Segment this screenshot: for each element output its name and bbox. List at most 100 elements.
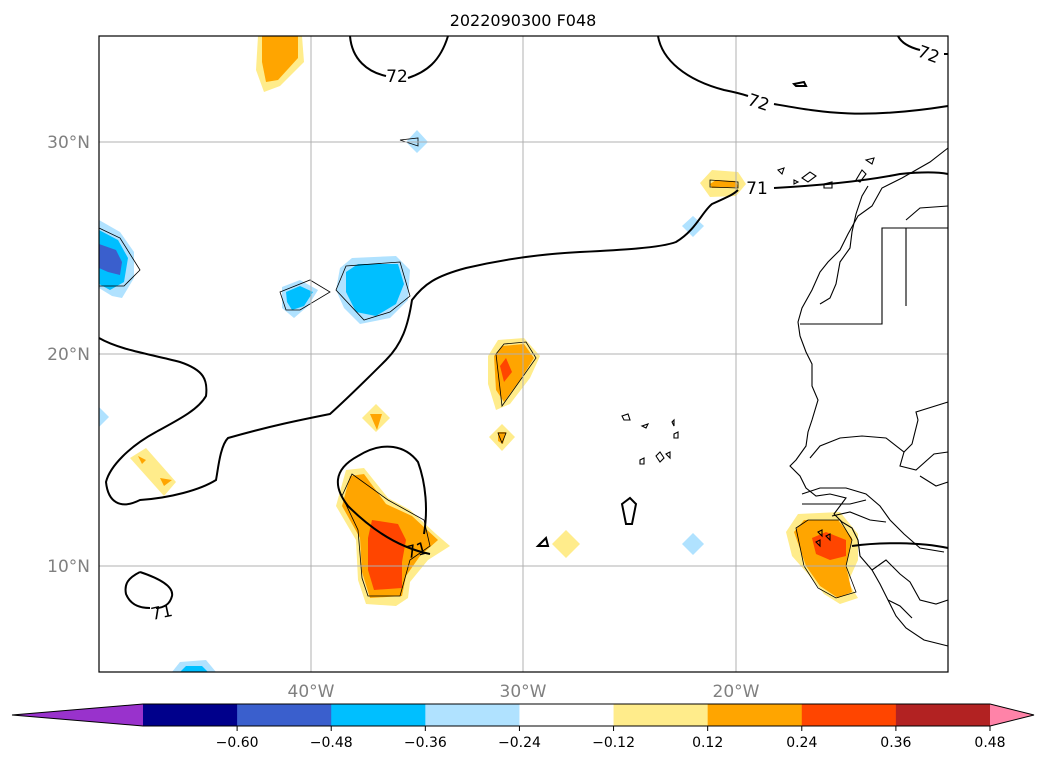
colorbar-segment bbox=[143, 704, 238, 726]
colorbar-segment bbox=[237, 704, 332, 726]
colorbar-tick-label: −0.12 bbox=[592, 735, 635, 751]
boundary-line bbox=[497, 432, 507, 445]
colorbar-tick-label: 0.12 bbox=[692, 735, 723, 751]
island-outline bbox=[776, 167, 785, 176]
contour-label: 71 bbox=[149, 601, 174, 625]
boundary-line bbox=[709, 179, 739, 189]
boundary-line bbox=[495, 341, 537, 408]
colorbar-tick-label: 0.36 bbox=[880, 735, 911, 751]
island-outline bbox=[671, 418, 675, 427]
colorbar-segment bbox=[895, 704, 991, 726]
shading-boundaries bbox=[98, 137, 857, 599]
positive-anomaly-area bbox=[138, 456, 146, 464]
boundary-line bbox=[279, 279, 331, 311]
border-line bbox=[809, 419, 919, 459]
map-panel: 72 72 72 71 71 71 bbox=[98, 35, 949, 673]
shaded-anomalies bbox=[99, 36, 858, 672]
boundary-line bbox=[335, 261, 411, 321]
negative-anomaly-area bbox=[180, 666, 208, 672]
island-outline bbox=[673, 431, 679, 439]
boundary-line bbox=[98, 227, 141, 287]
positive-anomaly-area bbox=[262, 36, 298, 82]
coastlines bbox=[621, 147, 949, 647]
island-outline bbox=[855, 169, 867, 183]
colorbar-segment bbox=[519, 704, 615, 726]
island-outline bbox=[864, 157, 875, 165]
positive-anomaly-area bbox=[552, 530, 580, 558]
border-line bbox=[871, 559, 949, 605]
map-frame bbox=[98, 35, 949, 673]
island-outline bbox=[639, 457, 645, 465]
contour-71 bbox=[336, 445, 431, 555]
contour-72 bbox=[349, 35, 449, 79]
border-line bbox=[919, 475, 949, 487]
positive-anomaly-area bbox=[710, 180, 738, 188]
border-line bbox=[831, 511, 887, 523]
lat-label: 20°N bbox=[47, 345, 90, 365]
height-contours bbox=[98, 35, 949, 609]
island-outline bbox=[665, 451, 671, 460]
boundary-line bbox=[795, 519, 857, 599]
negative-anomaly-area bbox=[286, 286, 313, 310]
map-title: 2022090300 F048 bbox=[450, 11, 597, 30]
colorbar-tick-label: −0.24 bbox=[498, 735, 541, 751]
island-outline bbox=[640, 423, 650, 429]
border-line bbox=[800, 227, 948, 325]
border-line bbox=[899, 451, 949, 471]
colorbar-segment bbox=[425, 704, 520, 726]
positive-anomaly-area bbox=[160, 478, 172, 486]
island-outline bbox=[823, 181, 833, 189]
positive-anomaly-area bbox=[500, 358, 512, 382]
island-outline bbox=[825, 533, 831, 542]
colorbar-segment bbox=[801, 704, 897, 726]
contour-71 bbox=[620, 496, 638, 525]
lon-label: 30°W bbox=[500, 682, 547, 702]
contour-71 bbox=[98, 171, 949, 506]
contour-label: 72 bbox=[386, 67, 408, 87]
negative-anomaly-area bbox=[99, 244, 122, 275]
graticule bbox=[99, 36, 948, 672]
colorbar-segment bbox=[707, 704, 803, 726]
contour-72 bbox=[791, 80, 808, 87]
island-outline bbox=[817, 529, 823, 538]
positive-anomaly-area bbox=[494, 344, 534, 402]
positive-anomaly-area bbox=[368, 520, 406, 590]
colorbar: −0.60 −0.48 −0.36 −0.24 −0.12 0.12 0.24 0.36 0.4… bbox=[11, 703, 1035, 751]
contour-label: 71 bbox=[746, 179, 768, 199]
positive-anomaly-area bbox=[498, 432, 506, 444]
positive-anomaly-area bbox=[370, 414, 382, 430]
lon-label: 20°W bbox=[713, 682, 760, 702]
contour-72 bbox=[657, 35, 949, 115]
lon-label: 40°W bbox=[288, 682, 335, 702]
positive-anomaly-area bbox=[812, 532, 846, 560]
negative-anomaly-area bbox=[346, 264, 404, 316]
colorbar-tick-label: −0.60 bbox=[216, 735, 259, 751]
colorbar-extend-low bbox=[12, 704, 143, 726]
longitude-labels: 40°W 30°W 20°W bbox=[288, 682, 760, 702]
contour-71 bbox=[124, 571, 174, 609]
colorbar-tick-label: 0.48 bbox=[974, 735, 1005, 751]
contour-71 bbox=[535, 536, 550, 547]
latitude-labels: 30°N 20°N 10°N bbox=[47, 133, 90, 577]
border-line bbox=[905, 205, 949, 221]
island-outline bbox=[815, 539, 821, 548]
lat-label: 30°N bbox=[47, 133, 90, 153]
border-line bbox=[802, 499, 867, 505]
colorbar-tick-label: −0.36 bbox=[404, 735, 447, 751]
border-line bbox=[887, 599, 913, 619]
negative-anomaly-area bbox=[99, 407, 109, 427]
colorbar-segment bbox=[613, 704, 709, 726]
island-outline bbox=[801, 171, 817, 183]
colorbar-segment bbox=[331, 704, 426, 726]
contour-71 bbox=[851, 542, 949, 549]
colorbar-extend-high bbox=[990, 704, 1034, 726]
africa-coastline bbox=[789, 147, 949, 647]
colorbar-tick-label: −0.48 bbox=[310, 735, 353, 751]
border-line bbox=[915, 401, 949, 421]
island-outline bbox=[621, 413, 631, 421]
boundary-line bbox=[341, 473, 431, 597]
border-line bbox=[819, 185, 869, 305]
island-outline bbox=[793, 179, 800, 185]
lat-label: 10°N bbox=[47, 557, 90, 577]
